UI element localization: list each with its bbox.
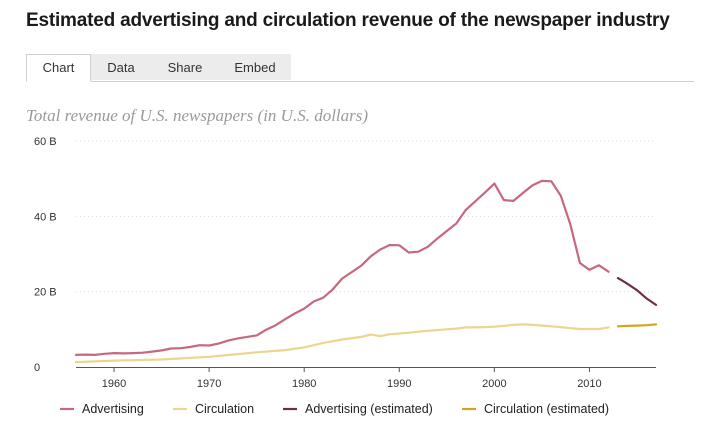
legend-label: Circulation (195, 402, 254, 416)
legend: Advertising Circulation Advertising (estim… (60, 402, 609, 416)
x-tick-label: 1980 (292, 378, 316, 390)
y-tick-label: 40 B (34, 211, 57, 223)
chart-title: Total revenue of U.S. newspapers (in U.S… (26, 106, 369, 125)
y-tick-label: 0 (34, 362, 40, 374)
tab-bar: Chart Data Share Embed (26, 54, 694, 82)
grid-lines (76, 140, 656, 293)
legend-label: Advertising (estimated) (305, 402, 433, 416)
x-tick-label: 2010 (577, 378, 601, 390)
y-tick-label: 20 B (34, 287, 57, 299)
tab-data[interactable]: Data (91, 54, 151, 80)
legend-label: Advertising (82, 402, 144, 416)
x-tick-label: 2000 (482, 378, 506, 390)
series-line-advertising-estimated (616, 277, 658, 306)
series-lines (74, 179, 658, 364)
tab-share[interactable]: Share (151, 54, 219, 80)
series-line-circulation (74, 323, 610, 364)
legend-label: Circulation (estimated) (484, 402, 609, 416)
x-tick-label: 1970 (197, 378, 221, 390)
x-tick-label: 1990 (387, 378, 411, 390)
y-tick-label: 60 B (34, 136, 57, 148)
tab-embed[interactable]: Embed (219, 54, 291, 80)
page-title: Estimated advertising and circulation re… (26, 10, 670, 31)
x-tick-label: 1960 (102, 378, 126, 390)
series-line-circulation-estimated (616, 323, 658, 328)
tab-chart[interactable]: Chart (26, 54, 91, 82)
series-line-advertising (74, 179, 610, 356)
axes: 0 20 B 40 B 60 B 1960 1970 1980 1990 2000 2010 (34, 136, 656, 390)
